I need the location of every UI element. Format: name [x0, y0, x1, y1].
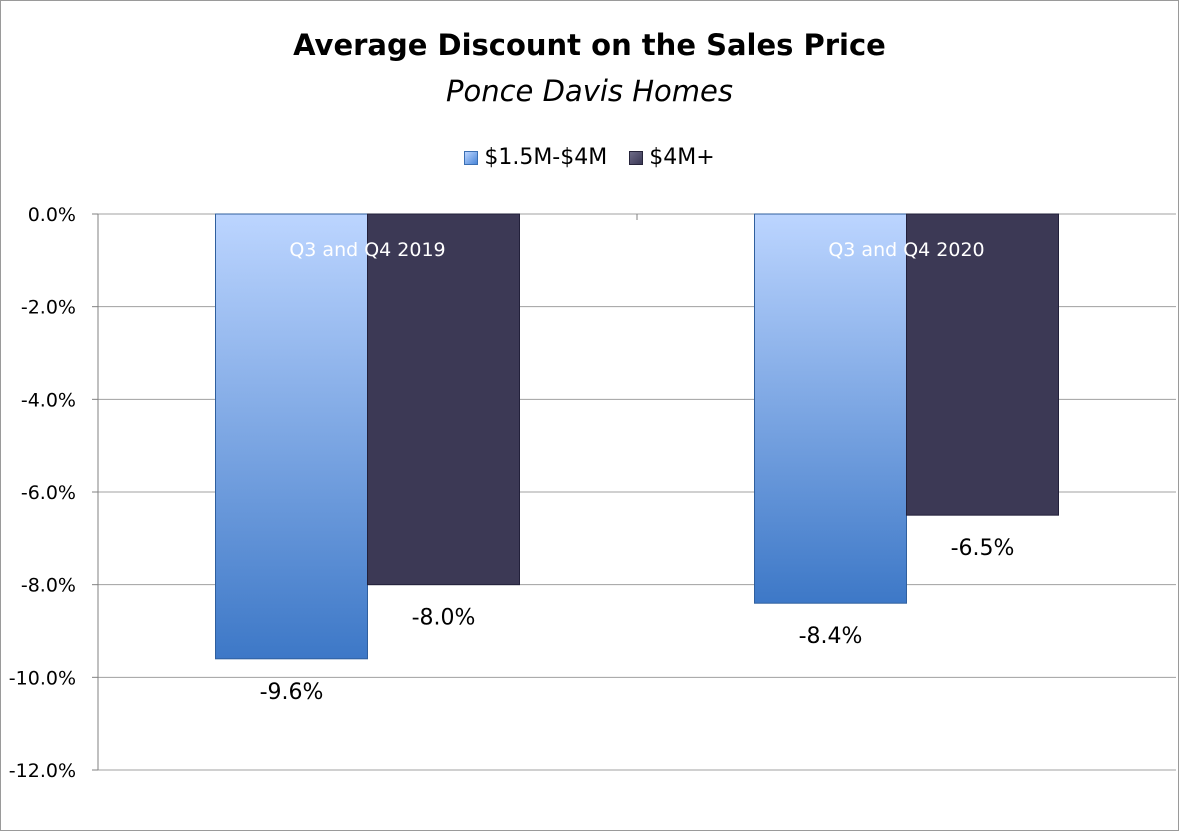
- y-tick-label: 0.0%: [28, 204, 76, 226]
- legend-label-series-2: $4M+: [649, 145, 715, 170]
- legend-label-series-1: $1.5M-$4M: [484, 145, 608, 170]
- y-tick-label: -8.0%: [21, 575, 76, 597]
- chart-subtitle: Ponce Davis Homes: [445, 74, 733, 108]
- y-tick-label: -2.0%: [21, 297, 76, 319]
- data-label: -9.6%: [260, 680, 324, 705]
- bar-series-1: [754, 213, 907, 604]
- y-tick-label: -10.0%: [9, 667, 76, 689]
- bar-series-2: [367, 213, 520, 586]
- bar-series-2: [906, 213, 1059, 516]
- bar-series-1: [215, 213, 368, 660]
- data-label: -6.5%: [951, 536, 1015, 561]
- category-label: Q3 and Q4 2020: [828, 239, 984, 261]
- y-tick-label: -4.0%: [21, 389, 76, 411]
- legend-item-series-1: $1.5M-$4M: [464, 145, 607, 170]
- y-tick-label: -12.0%: [9, 760, 76, 782]
- y-tick-label: -6.0%: [21, 482, 76, 504]
- category-label: Q3 and Q4 2019: [289, 239, 445, 261]
- data-label: -8.0%: [412, 606, 476, 631]
- data-label: -8.4%: [799, 624, 863, 649]
- chart-legend: $1.5M-$4M $4M+: [0, 145, 1179, 170]
- legend-item-series-2: $4M+: [629, 145, 715, 170]
- legend-swatch-series-2: [629, 150, 644, 165]
- chart-title: Average Discount on the Sales Price: [293, 28, 886, 62]
- legend-swatch-series-1: [464, 150, 479, 165]
